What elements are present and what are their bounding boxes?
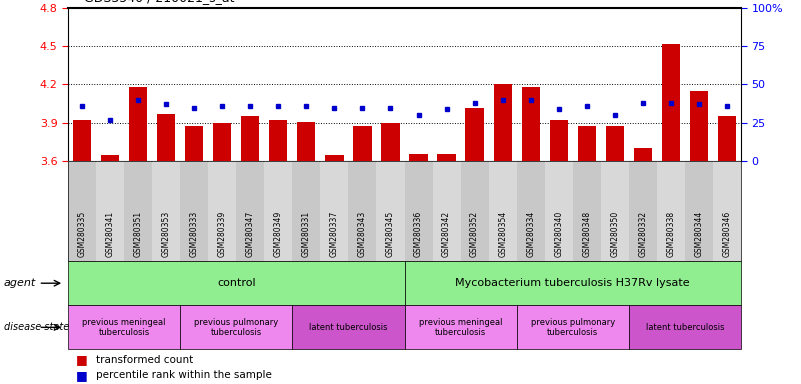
Bar [437,154,456,161]
Bar [269,120,288,161]
Bar [101,155,119,161]
Bar [297,122,316,161]
Bar [353,126,372,161]
Bar [521,87,540,161]
Text: GSM280351: GSM280351 [134,211,143,257]
Bar [73,120,91,161]
Bar [409,154,428,161]
Bar [718,116,736,161]
Text: GSM280345: GSM280345 [386,211,395,257]
Text: disease state: disease state [4,322,69,333]
Text: GSM280348: GSM280348 [582,211,591,257]
Bar [185,126,203,161]
Text: GSM280332: GSM280332 [638,211,647,257]
Text: ■: ■ [76,353,88,366]
Text: GSM280350: GSM280350 [610,211,619,257]
Text: agent: agent [4,278,36,288]
Bar [606,126,624,161]
Text: GSM280344: GSM280344 [694,211,703,257]
Text: GSM280333: GSM280333 [190,211,199,257]
Text: GSM280337: GSM280337 [330,211,339,257]
Text: GSM280336: GSM280336 [414,211,423,257]
Text: Mycobacterium tuberculosis H37Rv lysate: Mycobacterium tuberculosis H37Rv lysate [456,278,690,288]
Bar [241,116,260,161]
Bar [157,114,175,161]
Bar [213,123,231,161]
Bar [493,84,512,161]
Text: GSM280334: GSM280334 [526,211,535,257]
Bar [465,108,484,161]
Text: GSM280342: GSM280342 [442,211,451,257]
Text: GSM280352: GSM280352 [470,211,479,257]
Text: previous meningeal
tuberculosis: previous meningeal tuberculosis [419,318,502,337]
Text: percentile rank within the sample: percentile rank within the sample [96,370,272,381]
Text: latent tuberculosis: latent tuberculosis [309,323,388,332]
Text: GSM280339: GSM280339 [218,211,227,257]
Text: GSM280349: GSM280349 [274,211,283,257]
Text: GSM280338: GSM280338 [666,211,675,257]
Text: GSM280335: GSM280335 [78,211,87,257]
Text: GSM280343: GSM280343 [358,211,367,257]
Bar [325,155,344,161]
Text: GSM280347: GSM280347 [246,211,255,257]
Bar [549,120,568,161]
Text: GSM280340: GSM280340 [554,211,563,257]
Text: transformed count: transformed count [96,355,193,365]
Text: previous meningeal
tuberculosis: previous meningeal tuberculosis [83,318,166,337]
Bar [381,123,400,161]
Text: GSM280341: GSM280341 [106,211,115,257]
Text: GSM280354: GSM280354 [498,211,507,257]
Bar [634,149,652,161]
Text: latent tuberculosis: latent tuberculosis [646,323,724,332]
Bar [662,43,680,161]
Text: GSM280353: GSM280353 [162,211,171,257]
Text: GSM280346: GSM280346 [723,211,731,257]
Text: GSM280331: GSM280331 [302,211,311,257]
Text: ■: ■ [76,369,88,382]
Bar [690,91,708,161]
Bar [129,87,147,161]
Bar [578,126,596,161]
Text: previous pulmonary
tuberculosis: previous pulmonary tuberculosis [194,318,279,337]
Text: GDS3540 / 210021_s_at: GDS3540 / 210021_s_at [84,0,235,4]
Text: previous pulmonary
tuberculosis: previous pulmonary tuberculosis [530,318,615,337]
Text: control: control [217,278,256,288]
